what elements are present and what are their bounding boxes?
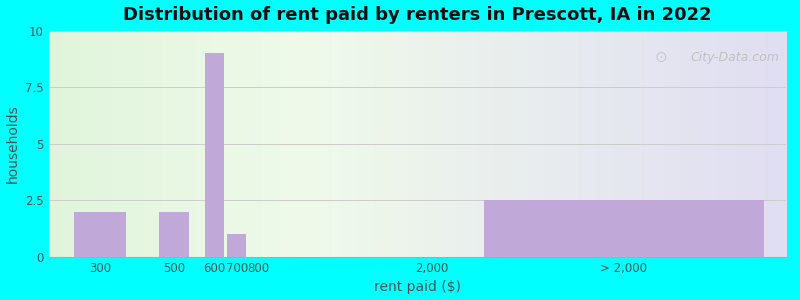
X-axis label: rent paid ($): rent paid ($) [374,280,461,294]
Text: City-Data.com: City-Data.com [690,51,779,64]
Bar [159,212,189,257]
Bar [206,53,224,257]
Title: Distribution of rent paid by renters in Prescott, IA in 2022: Distribution of rent paid by renters in … [123,6,712,24]
Text: ⊙: ⊙ [654,50,667,65]
Bar [74,212,126,257]
Y-axis label: households: households [6,104,19,183]
Bar [484,200,764,257]
Bar [227,234,246,257]
